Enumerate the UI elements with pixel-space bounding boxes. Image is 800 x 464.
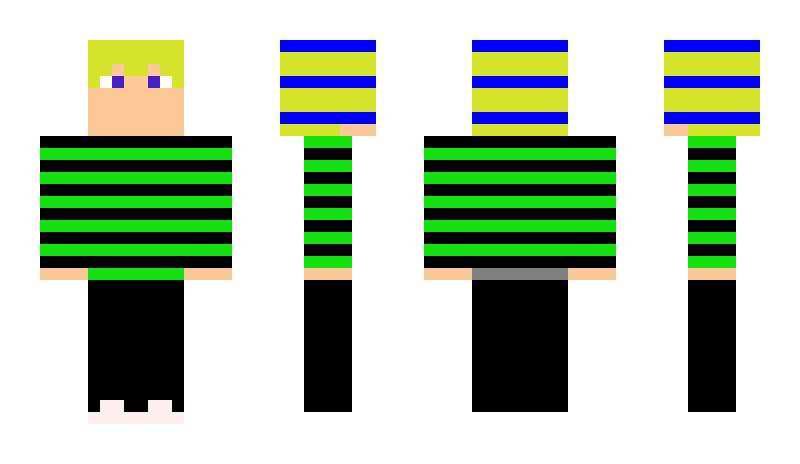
hair-edge bbox=[340, 124, 376, 136]
right-hand bbox=[568, 268, 616, 280]
hat-stripe bbox=[472, 40, 568, 52]
shirt-stripe bbox=[40, 148, 232, 160]
shirt-stripe bbox=[40, 136, 232, 148]
shirt-stripe bbox=[40, 172, 232, 184]
right-eye-white bbox=[160, 76, 172, 88]
shirt-stripe bbox=[40, 244, 232, 256]
right-shoe bbox=[148, 400, 172, 412]
sleeve-stripe bbox=[304, 208, 352, 220]
leg bbox=[304, 280, 352, 412]
shirt-stripe bbox=[40, 196, 232, 208]
left-hand bbox=[424, 268, 472, 280]
shoe-soles bbox=[88, 412, 184, 424]
sleeve-stripe bbox=[688, 148, 736, 160]
hat-stripe bbox=[472, 76, 568, 88]
hat-stripe bbox=[472, 52, 568, 76]
sleeve-stripe bbox=[304, 256, 352, 268]
shirt-stripe bbox=[424, 136, 616, 148]
sleeve-stripe bbox=[304, 184, 352, 196]
hair bbox=[172, 76, 184, 88]
hair-edge bbox=[664, 124, 688, 136]
left-shoe bbox=[100, 400, 124, 412]
shirt-stripe bbox=[424, 232, 616, 244]
shirt-stripe bbox=[40, 184, 232, 196]
shirt-stripe bbox=[424, 220, 616, 232]
belt bbox=[472, 268, 568, 280]
hat-stripe bbox=[472, 88, 568, 112]
hair bbox=[160, 64, 184, 76]
sleeve-stripe bbox=[688, 220, 736, 232]
hand bbox=[304, 268, 352, 280]
sleeve-stripe bbox=[688, 232, 736, 244]
hair bbox=[88, 64, 112, 76]
hat-stripe bbox=[664, 112, 760, 124]
hat-stripe bbox=[280, 76, 376, 88]
shirt-stripe bbox=[40, 208, 232, 220]
shirt-stripe bbox=[424, 160, 616, 172]
sleeve-stripe bbox=[688, 208, 736, 220]
shirt-stripe bbox=[40, 256, 232, 268]
shirt-stripe bbox=[424, 172, 616, 184]
sleeve-stripe bbox=[688, 256, 736, 268]
sleeve-stripe bbox=[688, 172, 736, 184]
shirt-stripe bbox=[40, 232, 232, 244]
sleeve-stripe bbox=[688, 196, 736, 208]
sleeve-stripe bbox=[688, 136, 736, 148]
pants bbox=[88, 280, 184, 412]
hair-edge bbox=[472, 124, 568, 136]
sleeve-stripe bbox=[304, 232, 352, 244]
hat-stripe bbox=[280, 112, 376, 124]
sleeve-stripe bbox=[688, 184, 736, 196]
sleeve-stripe bbox=[304, 244, 352, 256]
hat-stripe bbox=[472, 112, 568, 124]
sleeve-stripe bbox=[304, 196, 352, 208]
shirt-stripe bbox=[424, 196, 616, 208]
shirt-stripe bbox=[40, 220, 232, 232]
sleeve-stripe bbox=[304, 136, 352, 148]
shirt-stripe bbox=[424, 244, 616, 256]
sleeve-stripe bbox=[304, 160, 352, 172]
shirt-hem bbox=[88, 268, 184, 280]
hair bbox=[124, 64, 148, 76]
hat-stripe bbox=[664, 76, 760, 88]
hat-stripe bbox=[664, 40, 760, 52]
right-hand bbox=[184, 268, 232, 280]
hair bbox=[88, 76, 100, 88]
shirt-stripe bbox=[424, 208, 616, 220]
hat-stripe bbox=[280, 52, 376, 76]
pants bbox=[472, 280, 568, 412]
hat-stripe bbox=[664, 88, 760, 112]
sleeve-stripe bbox=[304, 220, 352, 232]
sleeve-stripe bbox=[304, 172, 352, 184]
left-hand bbox=[40, 268, 88, 280]
leg bbox=[688, 280, 736, 412]
hair-edge bbox=[280, 124, 340, 136]
sleeve-stripe bbox=[688, 160, 736, 172]
sleeve-stripe bbox=[688, 244, 736, 256]
right-eye-iris bbox=[148, 76, 160, 88]
hat-stripe bbox=[280, 40, 376, 52]
shirt-stripe bbox=[424, 148, 616, 160]
left-eye-iris bbox=[112, 76, 124, 88]
shirt-stripe bbox=[40, 160, 232, 172]
hair-edge bbox=[688, 124, 760, 136]
hat-stripe bbox=[664, 52, 760, 76]
left-eye-white bbox=[100, 76, 112, 88]
hat-stripe bbox=[280, 88, 376, 112]
shirt-stripe bbox=[424, 256, 616, 268]
hand bbox=[688, 268, 736, 280]
sleeve-stripe bbox=[304, 148, 352, 160]
shirt-stripe bbox=[424, 184, 616, 196]
hair bbox=[88, 40, 184, 64]
